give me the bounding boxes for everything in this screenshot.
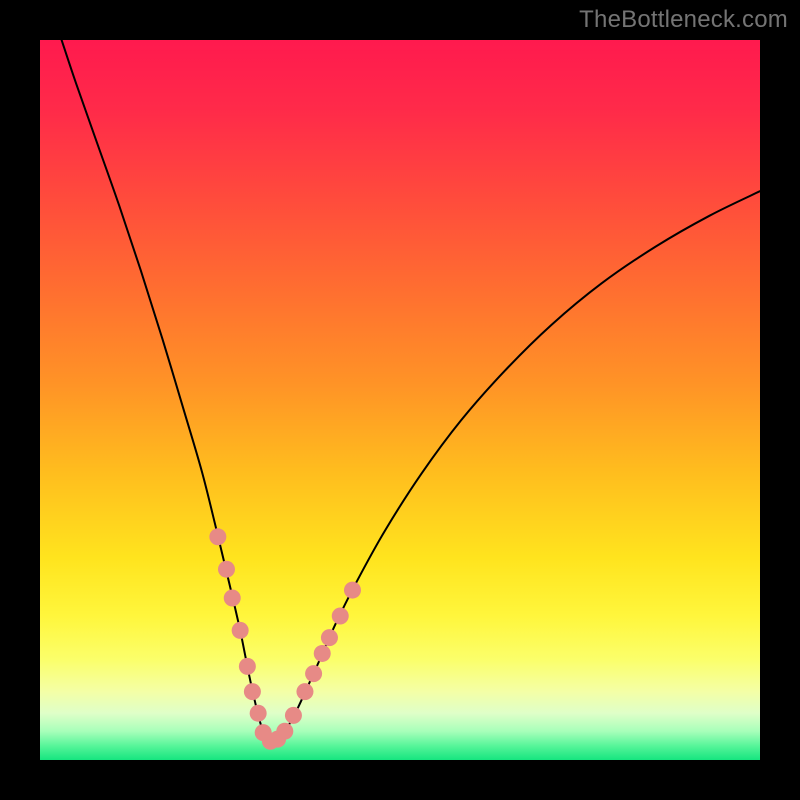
curve-marker — [224, 590, 241, 607]
curve-marker — [218, 561, 235, 578]
curve-marker — [314, 645, 331, 662]
watermark-text: TheBottleneck.com — [579, 6, 788, 34]
curve-marker — [232, 622, 249, 639]
plot-svg — [40, 40, 760, 760]
curve-marker — [296, 683, 313, 700]
curve-marker — [209, 528, 226, 545]
curve-marker — [332, 608, 349, 625]
plot-area — [40, 40, 760, 760]
curve-marker — [244, 683, 261, 700]
gradient-background — [40, 40, 760, 760]
curve-marker — [239, 658, 256, 675]
curve-marker — [305, 665, 322, 682]
curve-marker — [276, 723, 293, 740]
curve-marker — [344, 582, 361, 599]
curve-marker — [250, 705, 267, 722]
curve-marker — [285, 707, 302, 724]
chart-stage: TheBottleneck.com — [0, 0, 800, 800]
curve-marker — [321, 629, 338, 646]
